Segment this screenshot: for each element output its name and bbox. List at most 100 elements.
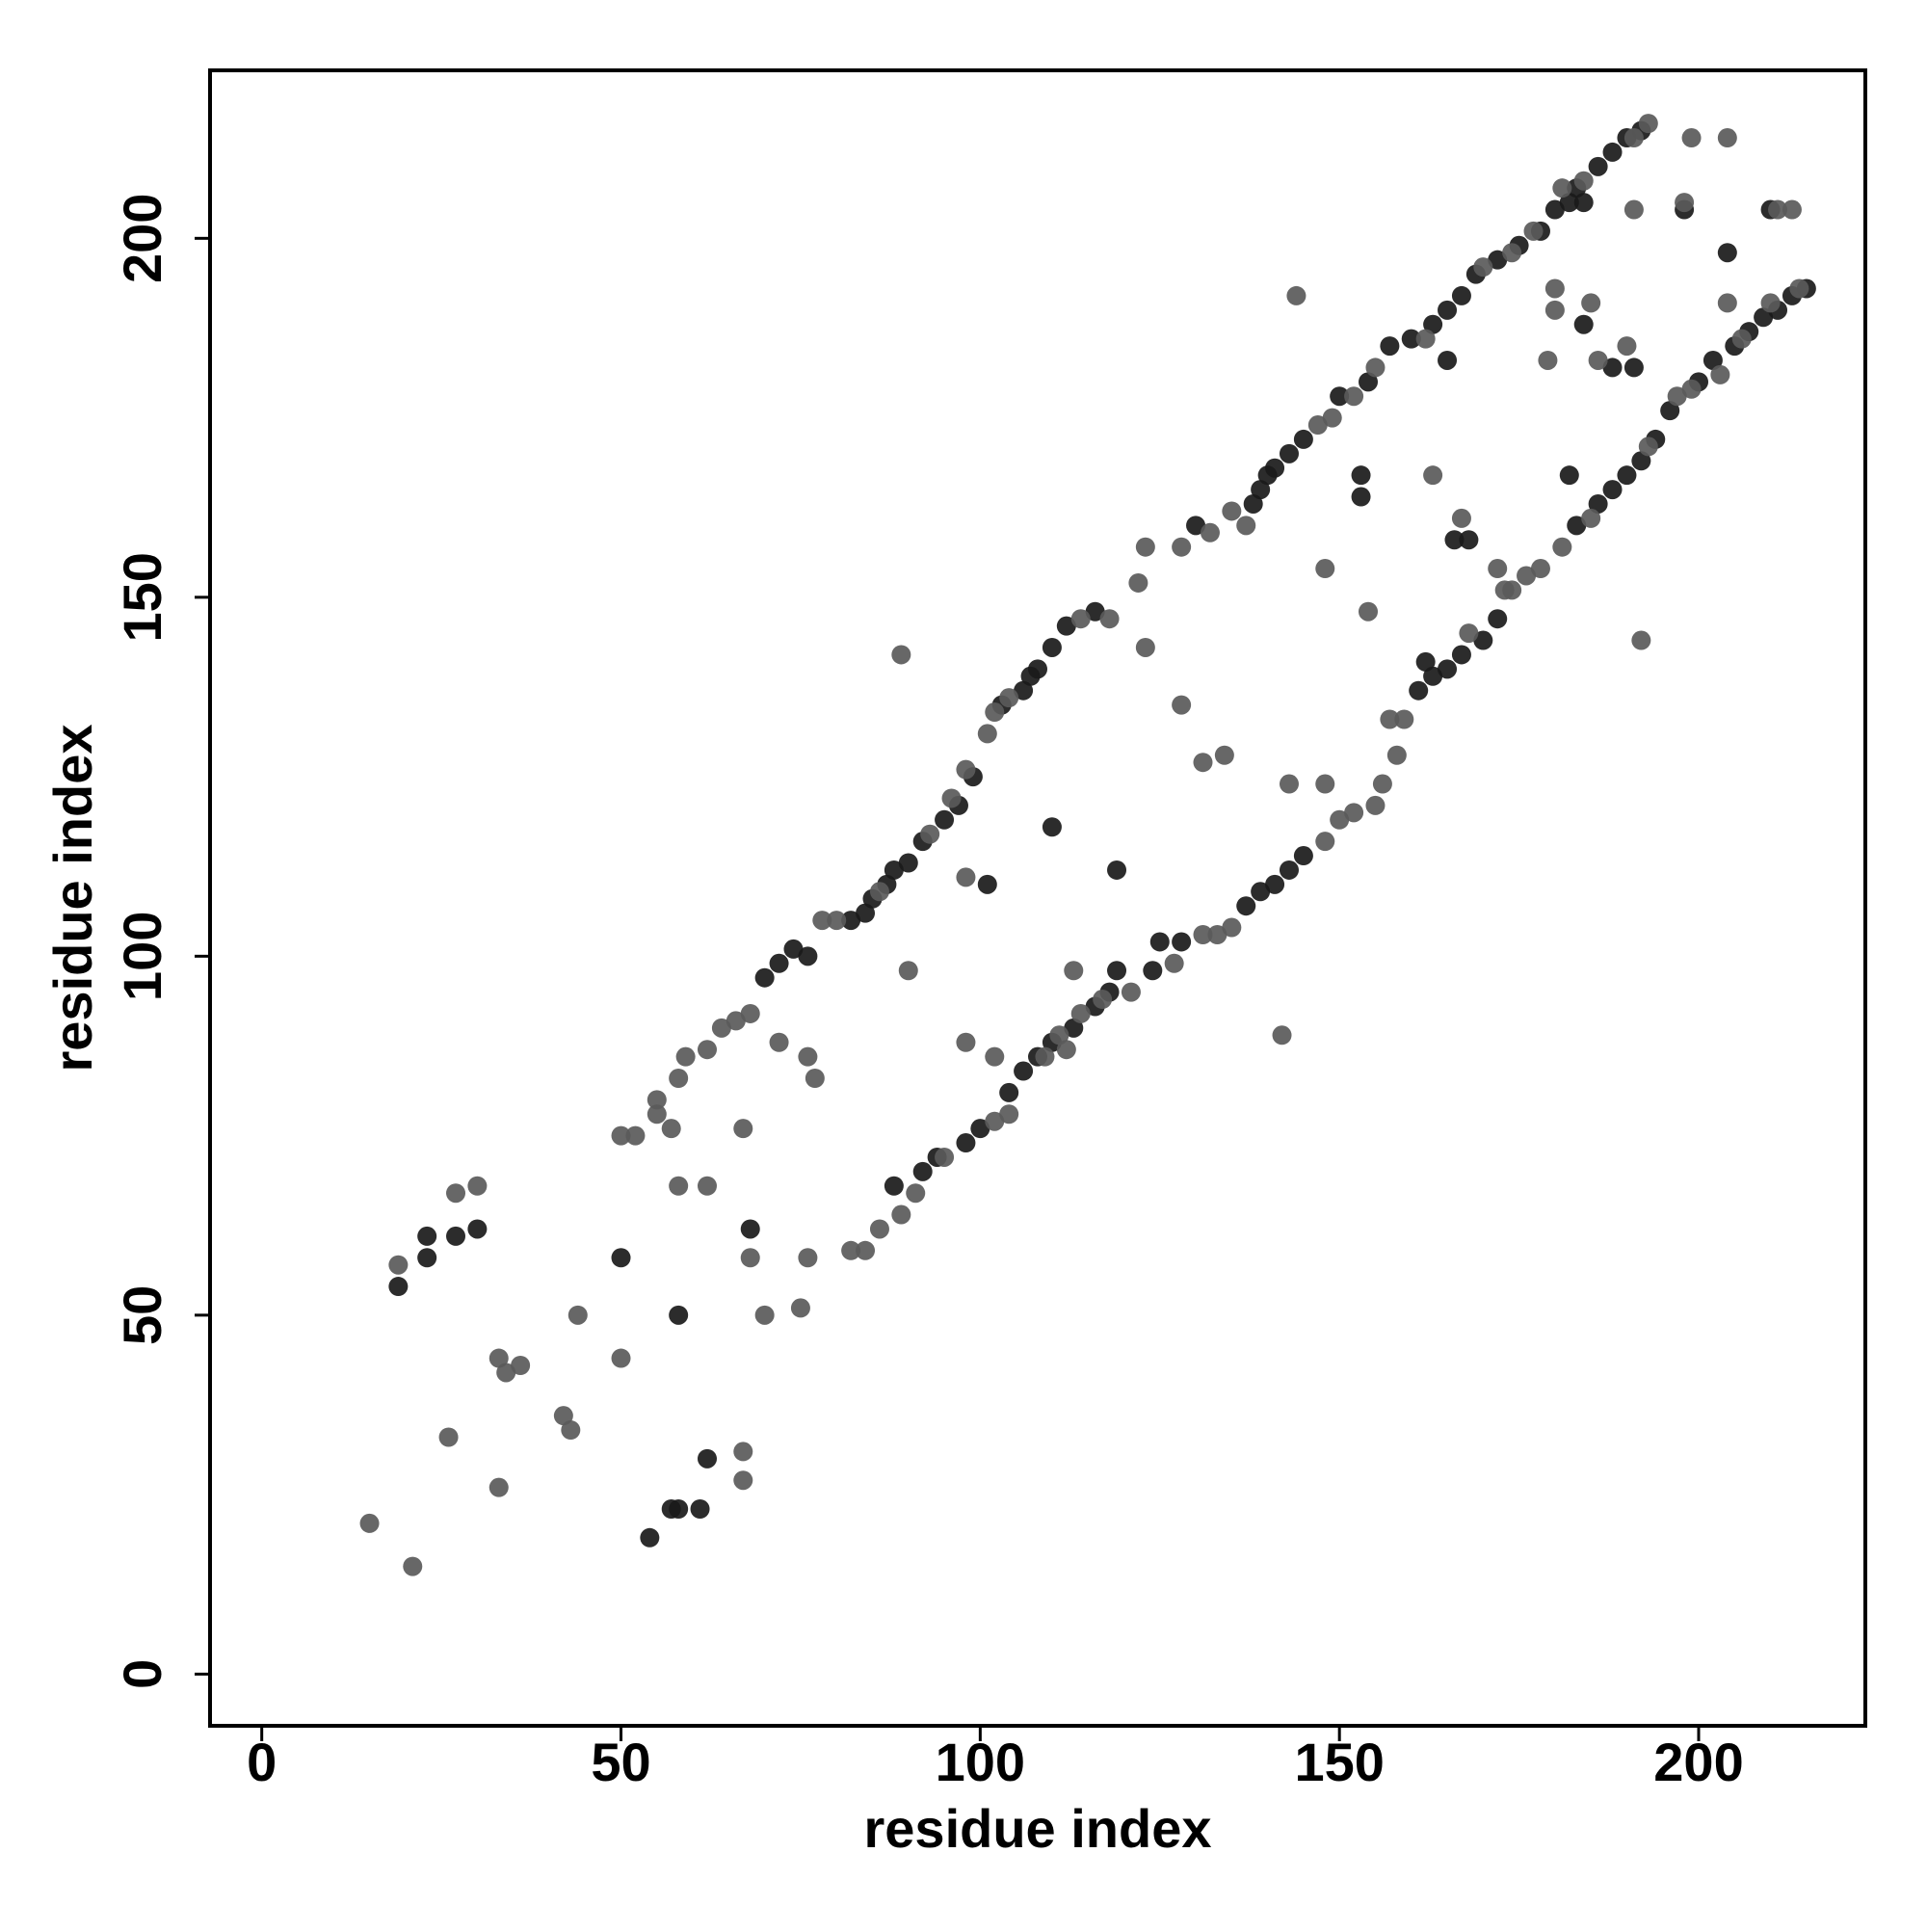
point	[1559, 465, 1579, 486]
point	[754, 1305, 775, 1325]
point	[898, 853, 918, 873]
point	[769, 1032, 789, 1052]
point	[1631, 451, 1651, 471]
point	[1272, 1025, 1292, 1045]
point	[1222, 501, 1242, 521]
point	[1760, 293, 1781, 313]
point	[1681, 379, 1702, 399]
point	[1703, 350, 1723, 370]
point	[1768, 199, 1788, 220]
point	[1573, 193, 1594, 213]
plot-frame	[208, 68, 1867, 1728]
point	[417, 1248, 437, 1268]
point	[733, 1470, 753, 1491]
point	[1488, 250, 1508, 270]
point	[669, 1499, 689, 1520]
point	[999, 1104, 1019, 1125]
point	[675, 1046, 696, 1067]
point	[1149, 932, 1170, 952]
point	[488, 1348, 509, 1368]
point	[1085, 601, 1105, 622]
point	[891, 1204, 911, 1225]
point	[625, 1125, 646, 1146]
point	[1623, 128, 1644, 148]
point	[733, 1442, 753, 1462]
point	[1351, 465, 1371, 486]
x-tick-label: 150	[1294, 1732, 1384, 1792]
point	[1459, 530, 1479, 550]
x-tick-label: 200	[1653, 1732, 1743, 1792]
point	[1394, 709, 1414, 729]
point	[1121, 982, 1141, 1002]
point	[1415, 651, 1436, 672]
point	[647, 1090, 667, 1110]
point	[1265, 874, 1285, 894]
y-tick-label: 200	[112, 194, 172, 283]
point	[1315, 774, 1335, 794]
point	[1544, 199, 1565, 220]
point	[1617, 336, 1637, 357]
point	[1638, 437, 1658, 457]
point	[1372, 774, 1392, 794]
point	[920, 824, 940, 844]
point	[1172, 932, 1192, 952]
point	[884, 1176, 904, 1196]
point	[1243, 493, 1263, 514]
point	[1207, 924, 1227, 944]
point	[1344, 386, 1364, 407]
point	[1251, 882, 1271, 902]
point	[697, 1176, 717, 1196]
point	[1523, 221, 1544, 241]
point	[1409, 680, 1429, 701]
point	[1717, 128, 1737, 148]
y-tick-label: 150	[112, 552, 172, 642]
point	[754, 967, 775, 988]
point	[711, 1018, 731, 1038]
point	[1042, 637, 1062, 657]
point	[417, 1226, 437, 1246]
point	[740, 1003, 760, 1023]
point	[690, 1499, 710, 1520]
point	[1459, 623, 1479, 644]
point	[1236, 516, 1256, 536]
point	[1573, 314, 1594, 334]
point	[805, 1068, 825, 1088]
point	[1423, 314, 1443, 334]
point	[941, 788, 962, 808]
point	[935, 809, 955, 830]
point	[798, 1248, 818, 1268]
point	[669, 1176, 689, 1196]
point	[1660, 401, 1680, 421]
point	[856, 903, 876, 923]
point	[1351, 487, 1371, 507]
point	[1107, 860, 1127, 880]
point	[1451, 508, 1471, 528]
point	[1315, 832, 1335, 852]
point	[1042, 817, 1062, 837]
point	[999, 1082, 1019, 1102]
point	[1401, 329, 1421, 349]
point	[726, 1011, 746, 1031]
point	[553, 1406, 573, 1426]
point	[1380, 336, 1400, 357]
point	[1581, 293, 1601, 313]
point	[1093, 990, 1113, 1010]
point	[1307, 415, 1328, 436]
point	[1330, 386, 1350, 407]
point	[1014, 1061, 1034, 1081]
point	[1107, 961, 1127, 981]
point	[956, 759, 976, 780]
point	[1193, 924, 1213, 944]
point	[1344, 803, 1364, 823]
point	[1293, 846, 1313, 866]
point	[1214, 745, 1234, 765]
point	[611, 1348, 631, 1368]
point	[884, 860, 904, 880]
point	[1473, 630, 1493, 650]
point	[359, 1513, 380, 1533]
point	[1365, 357, 1386, 378]
point	[1236, 896, 1256, 916]
point	[1028, 659, 1047, 679]
point	[906, 1183, 926, 1204]
point	[956, 1032, 976, 1052]
